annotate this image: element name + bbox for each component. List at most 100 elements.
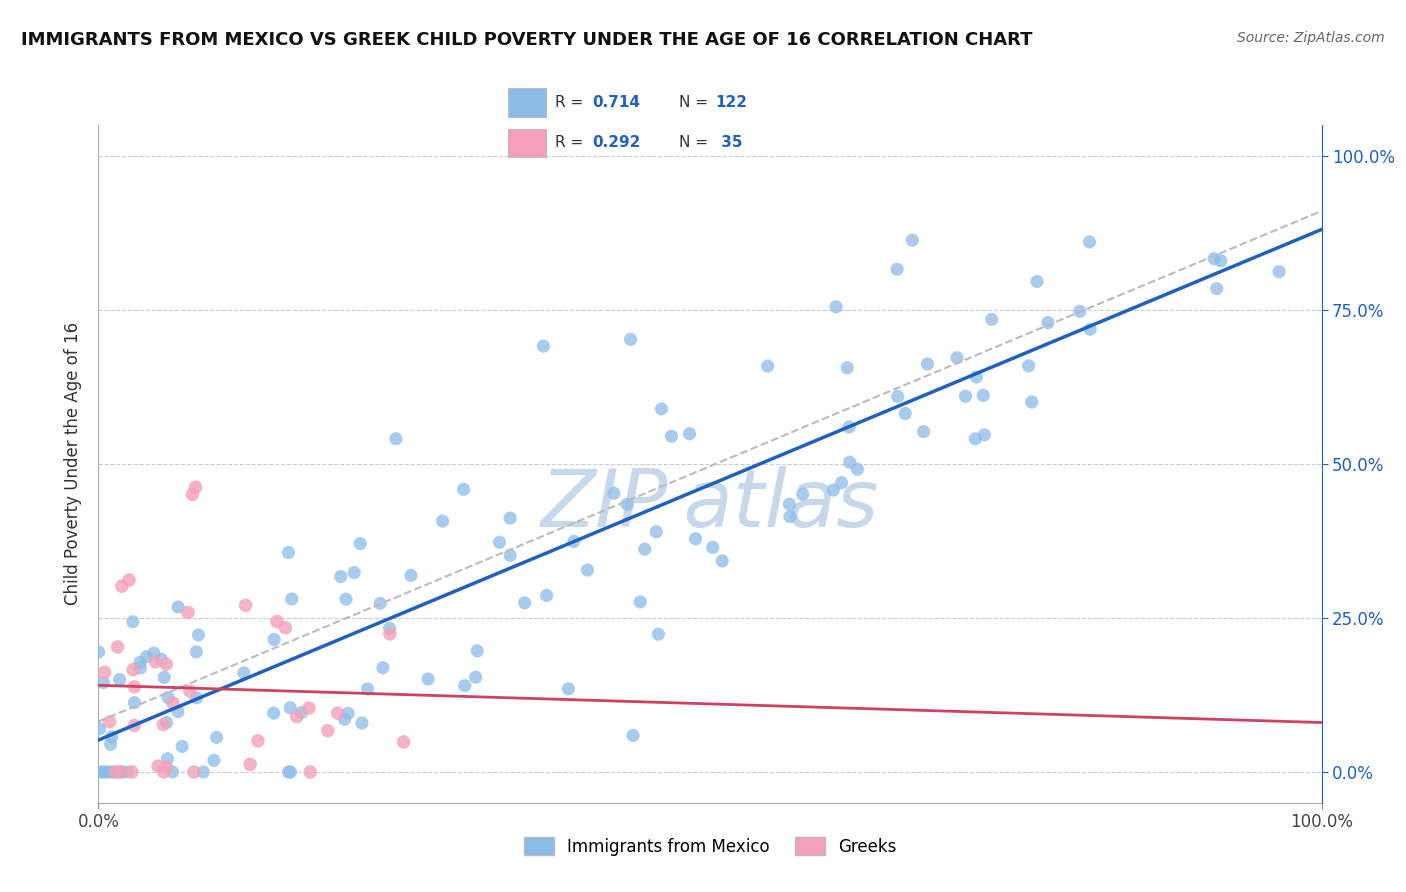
Point — [343, 566, 366, 580]
Point — [711, 554, 734, 568]
Point — [1205, 282, 1227, 296]
Point — [298, 701, 321, 715]
Text: 0.292: 0.292 — [592, 136, 640, 151]
Point — [186, 645, 208, 659]
Point — [94, 764, 117, 779]
Point — [184, 480, 207, 494]
Point — [887, 389, 910, 403]
Point — [87, 645, 110, 659]
Point — [205, 731, 228, 745]
Text: 0.714: 0.714 — [592, 95, 640, 110]
Point — [280, 591, 302, 606]
Point — [263, 632, 285, 647]
Point — [285, 709, 308, 723]
Point — [685, 532, 707, 546]
Point — [156, 715, 179, 730]
Point — [356, 681, 378, 696]
Point — [263, 706, 285, 720]
Point — [129, 656, 152, 670]
Point — [837, 360, 859, 375]
Point — [416, 672, 439, 686]
Point — [917, 357, 939, 371]
Legend: Immigrants from Mexico, Greeks: Immigrants from Mexico, Greeks — [517, 830, 903, 863]
Point — [115, 764, 138, 779]
Point — [152, 717, 174, 731]
Text: Source: ZipAtlas.com: Source: ZipAtlas.com — [1237, 31, 1385, 45]
Point — [955, 389, 977, 403]
Bar — [509, 88, 546, 117]
Point — [93, 764, 115, 779]
Point — [193, 764, 215, 779]
Point — [965, 370, 987, 384]
Point — [965, 432, 987, 446]
Point — [838, 455, 860, 469]
Point — [107, 764, 129, 779]
Point — [121, 615, 143, 629]
Point — [232, 665, 254, 680]
Point — [150, 652, 173, 666]
Point — [823, 483, 845, 497]
Point — [153, 670, 176, 684]
Point — [122, 663, 145, 677]
Point — [399, 568, 422, 582]
Text: IMMIGRANTS FROM MEXICO VS GREEK CHILD POVERTY UNDER THE AGE OF 16 CORRELATION CH: IMMIGRANTS FROM MEXICO VS GREEK CHILD PO… — [21, 31, 1032, 49]
Point — [104, 764, 127, 779]
Point — [1069, 304, 1091, 318]
Point — [792, 487, 814, 501]
Point — [616, 497, 638, 511]
Point — [432, 514, 454, 528]
Point — [162, 764, 184, 779]
Point — [825, 300, 848, 314]
Y-axis label: Child Poverty Under the Age of 16: Child Poverty Under the Age of 16 — [65, 322, 83, 606]
Point — [499, 511, 522, 525]
Point — [980, 312, 1002, 326]
Point — [1204, 252, 1226, 266]
Point — [111, 764, 134, 779]
Point — [316, 723, 339, 738]
Point — [172, 739, 194, 754]
Point — [1078, 235, 1101, 249]
Point — [335, 592, 357, 607]
Point — [235, 599, 257, 613]
Point — [135, 649, 157, 664]
Point — [124, 680, 146, 694]
Point — [464, 670, 486, 684]
Point — [101, 730, 124, 744]
Point — [167, 600, 190, 615]
Point — [621, 729, 644, 743]
Point — [93, 675, 115, 690]
Point — [634, 542, 657, 557]
Point — [1021, 395, 1043, 409]
Point — [129, 661, 152, 675]
Point — [378, 627, 401, 641]
Point — [107, 640, 129, 654]
Point — [647, 627, 669, 641]
Point — [90, 764, 112, 779]
Point — [651, 401, 673, 416]
Point — [177, 606, 200, 620]
Point — [108, 673, 131, 687]
Point — [142, 646, 165, 660]
Point — [181, 487, 204, 501]
Point — [153, 764, 176, 779]
Point — [454, 679, 477, 693]
Point — [946, 351, 969, 365]
Point — [533, 339, 555, 353]
Point — [186, 690, 208, 705]
Point — [155, 657, 177, 672]
Point — [146, 759, 169, 773]
Point — [778, 497, 800, 511]
Point — [333, 712, 356, 726]
Point — [1209, 253, 1232, 268]
Point — [972, 388, 994, 402]
Point — [838, 420, 860, 434]
Point — [277, 764, 299, 779]
Point — [513, 596, 536, 610]
Point — [661, 429, 683, 443]
Point — [488, 535, 510, 549]
Point — [378, 621, 401, 635]
Point — [894, 407, 917, 421]
Point — [246, 733, 269, 747]
Point — [202, 753, 225, 767]
Point — [111, 579, 134, 593]
